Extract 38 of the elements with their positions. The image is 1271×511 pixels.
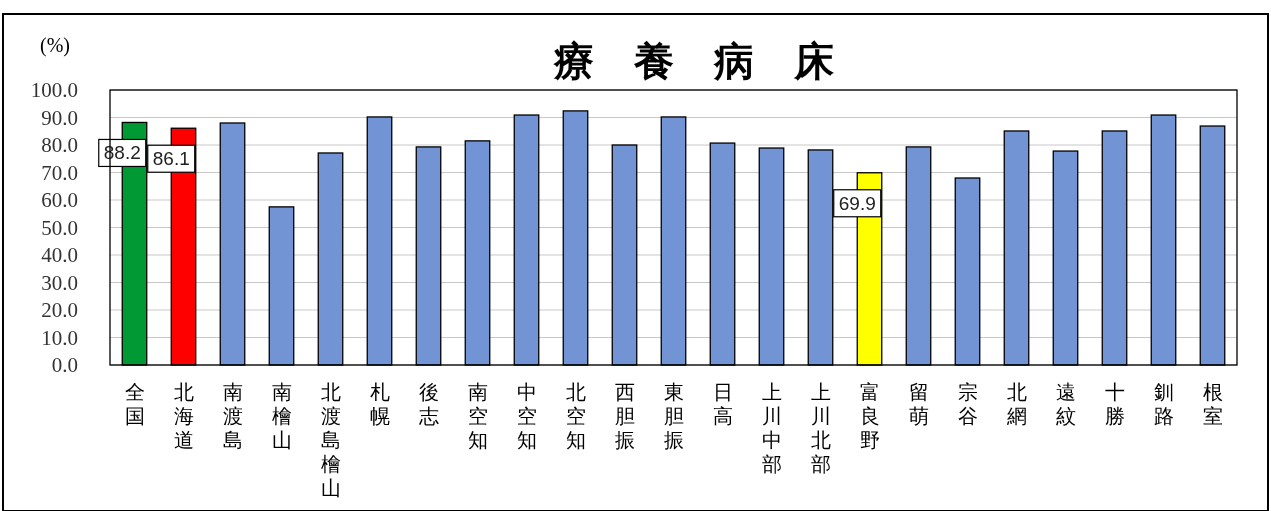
x-tick-label: 富良野 bbox=[859, 381, 880, 451]
y-tick-label: 20.0 bbox=[41, 298, 78, 322]
y-axis-title: (%) bbox=[40, 34, 70, 57]
y-tick-label: 90.0 bbox=[41, 105, 78, 130]
x-tick-label: 留萌 bbox=[908, 381, 929, 427]
x-tick-label: 遠紋 bbox=[1055, 381, 1076, 427]
x-tick-label: 北海道 bbox=[173, 381, 194, 451]
y-tick-label: 0.0 bbox=[51, 353, 78, 377]
y-tick-label: 80.0 bbox=[41, 133, 78, 157]
y-tick-label: 40.0 bbox=[41, 243, 78, 267]
x-tick-label: 後志 bbox=[418, 381, 439, 427]
x-tick-label: 根室 bbox=[1202, 381, 1223, 427]
x-tick-label: 北渡島檜山 bbox=[320, 381, 341, 499]
y-tick-label: 50.0 bbox=[41, 215, 78, 240]
x-tick-label: 北網 bbox=[1005, 381, 1027, 427]
x-tick-label: 中空知 bbox=[516, 381, 537, 451]
x-tick-label: 宗谷 bbox=[957, 381, 978, 427]
x-tick-label: 北空知 bbox=[565, 381, 586, 451]
chart-title: 療 養 病 床 bbox=[552, 39, 834, 84]
y-tick-label: 60.0 bbox=[41, 188, 78, 212]
x-tick-label: 上川北部 bbox=[810, 381, 831, 475]
x-tick-label: 札幌 bbox=[369, 381, 390, 427]
x-tick-label: 上川中部 bbox=[761, 381, 782, 475]
x-tick-label: 南空知 bbox=[467, 381, 488, 451]
x-tick-label: 東胆振 bbox=[663, 381, 684, 451]
x-tick-label: 釧路 bbox=[1153, 381, 1174, 427]
x-tick-label: 日高 bbox=[712, 381, 733, 427]
y-tick-label: 10.0 bbox=[41, 325, 78, 350]
x-tick-label: 西胆振 bbox=[614, 381, 635, 451]
data-label: 86.1 bbox=[152, 148, 190, 170]
data-label: 69.9 bbox=[838, 192, 876, 214]
y-tick-label: 100.0 bbox=[30, 78, 78, 102]
x-tick-label: 南渡島 bbox=[222, 381, 243, 451]
x-tick-label: 全国 bbox=[124, 381, 145, 427]
x-tick-label: 十勝 bbox=[1104, 381, 1125, 427]
y-tick-label: 30.0 bbox=[41, 270, 78, 295]
y-tick-label: 70.0 bbox=[41, 160, 78, 185]
x-tick-label: 南檜山 bbox=[271, 381, 292, 451]
